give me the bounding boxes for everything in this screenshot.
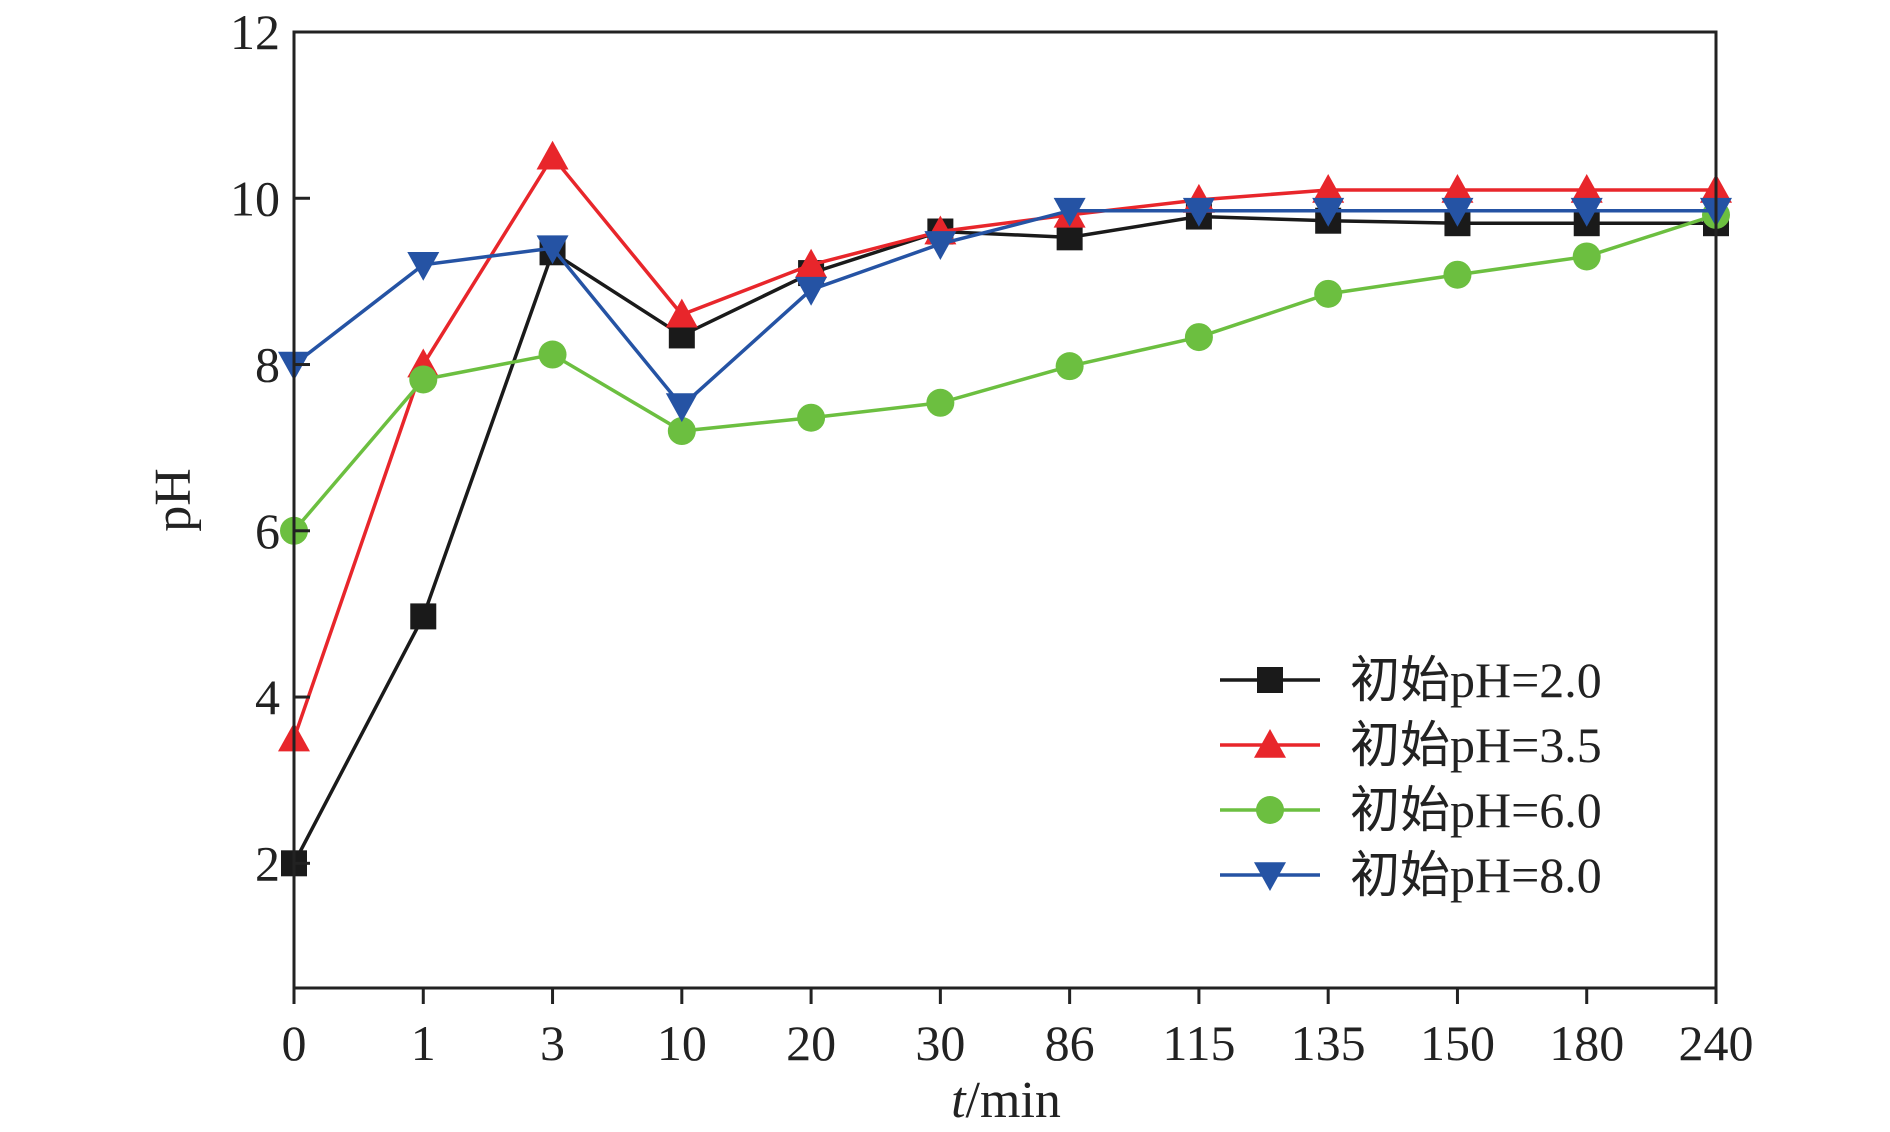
legend-label: 初始pH=6.0 (1350, 782, 1602, 838)
data-point (1053, 197, 1086, 227)
data-point (538, 340, 567, 369)
y-tick-label: 8 (255, 337, 280, 393)
x-tick-label: 115 (1162, 1015, 1235, 1071)
x-axis-label: t/min (951, 1072, 1061, 1129)
data-point (1184, 323, 1213, 352)
x-axis-label-variable: t (951, 1072, 967, 1129)
legend-marker (1256, 796, 1284, 824)
data-point (795, 248, 828, 278)
series-4 (278, 197, 1732, 423)
data-point (797, 403, 826, 432)
x-axis-label-unit: /min (966, 1072, 1061, 1129)
data-point (1055, 352, 1084, 381)
x-tick-label: 86 (1045, 1015, 1095, 1071)
data-point (1314, 279, 1343, 308)
data-point (536, 140, 569, 170)
plot-frame (292, 30, 1718, 990)
data-point (1312, 197, 1345, 227)
data-point (924, 231, 957, 260)
x-tick-label: 135 (1291, 1015, 1366, 1071)
series-3 (280, 200, 1730, 545)
legend: 初始pH=2.0 初始pH=3.5 初始pH=6.0 初始pH=8.0 (1220, 652, 1602, 903)
data-point (1312, 173, 1345, 203)
y-tick-label: 2 (255, 835, 280, 891)
x-tick-label: 0 (282, 1015, 307, 1071)
axes: 2 4 6 8 10 12 0 1 3 10 20 30 86 115 135 150 180 240 (230, 4, 1754, 1071)
data-point (1056, 224, 1083, 251)
data-point (536, 235, 569, 265)
y-tick-label: 4 (255, 669, 280, 725)
x-tick-label: 180 (1549, 1015, 1624, 1071)
legend-marker (1254, 729, 1286, 758)
data-point (1443, 260, 1472, 289)
x-tick-label: 1 (411, 1015, 436, 1071)
series-1 (281, 203, 1729, 877)
data-point (926, 388, 955, 417)
legend-item: 初始pH=3.5 (1220, 717, 1602, 773)
data-point (1182, 197, 1215, 227)
data-point (665, 393, 698, 423)
y-tick-label: 10 (230, 170, 280, 226)
x-tick-label: 240 (1679, 1015, 1754, 1071)
legend-item: 初始pH=2.0 (1220, 652, 1602, 708)
series-line (292, 153, 1716, 740)
x-tick-label: 30 (915, 1015, 965, 1071)
data-point (1441, 197, 1474, 227)
series-line (292, 213, 1717, 532)
x-tick-label: 3 (540, 1015, 565, 1071)
data-point (1570, 173, 1603, 203)
data-point (1572, 242, 1601, 271)
series-line (292, 208, 1716, 409)
series-2 (278, 140, 1732, 752)
legend-item: 初始pH=6.0 (1220, 782, 1602, 838)
data-point (410, 603, 437, 630)
data-point (665, 298, 698, 328)
series-line (292, 214, 1716, 865)
data-point (407, 251, 440, 281)
data-point (409, 365, 438, 394)
x-tick-label: 10 (657, 1015, 707, 1071)
y-axis-label: pH (145, 468, 202, 532)
y-tick-label: 12 (230, 4, 280, 60)
legend-label: 初始pH=8.0 (1350, 847, 1602, 903)
legend-label: 初始pH=2.0 (1350, 652, 1602, 708)
legend-marker (1257, 667, 1283, 693)
data-point (667, 417, 696, 446)
x-tick-label: 20 (786, 1015, 836, 1071)
plot-area (278, 140, 1732, 877)
y-tick-label: 6 (255, 503, 280, 559)
data-point (795, 276, 828, 306)
legend-label: 初始pH=3.5 (1350, 717, 1602, 773)
legend-item: 初始pH=8.0 (1220, 847, 1602, 903)
data-point (1441, 173, 1474, 203)
legend-marker (1254, 862, 1286, 891)
x-tick-label: 150 (1420, 1015, 1495, 1071)
data-point (1570, 197, 1603, 227)
